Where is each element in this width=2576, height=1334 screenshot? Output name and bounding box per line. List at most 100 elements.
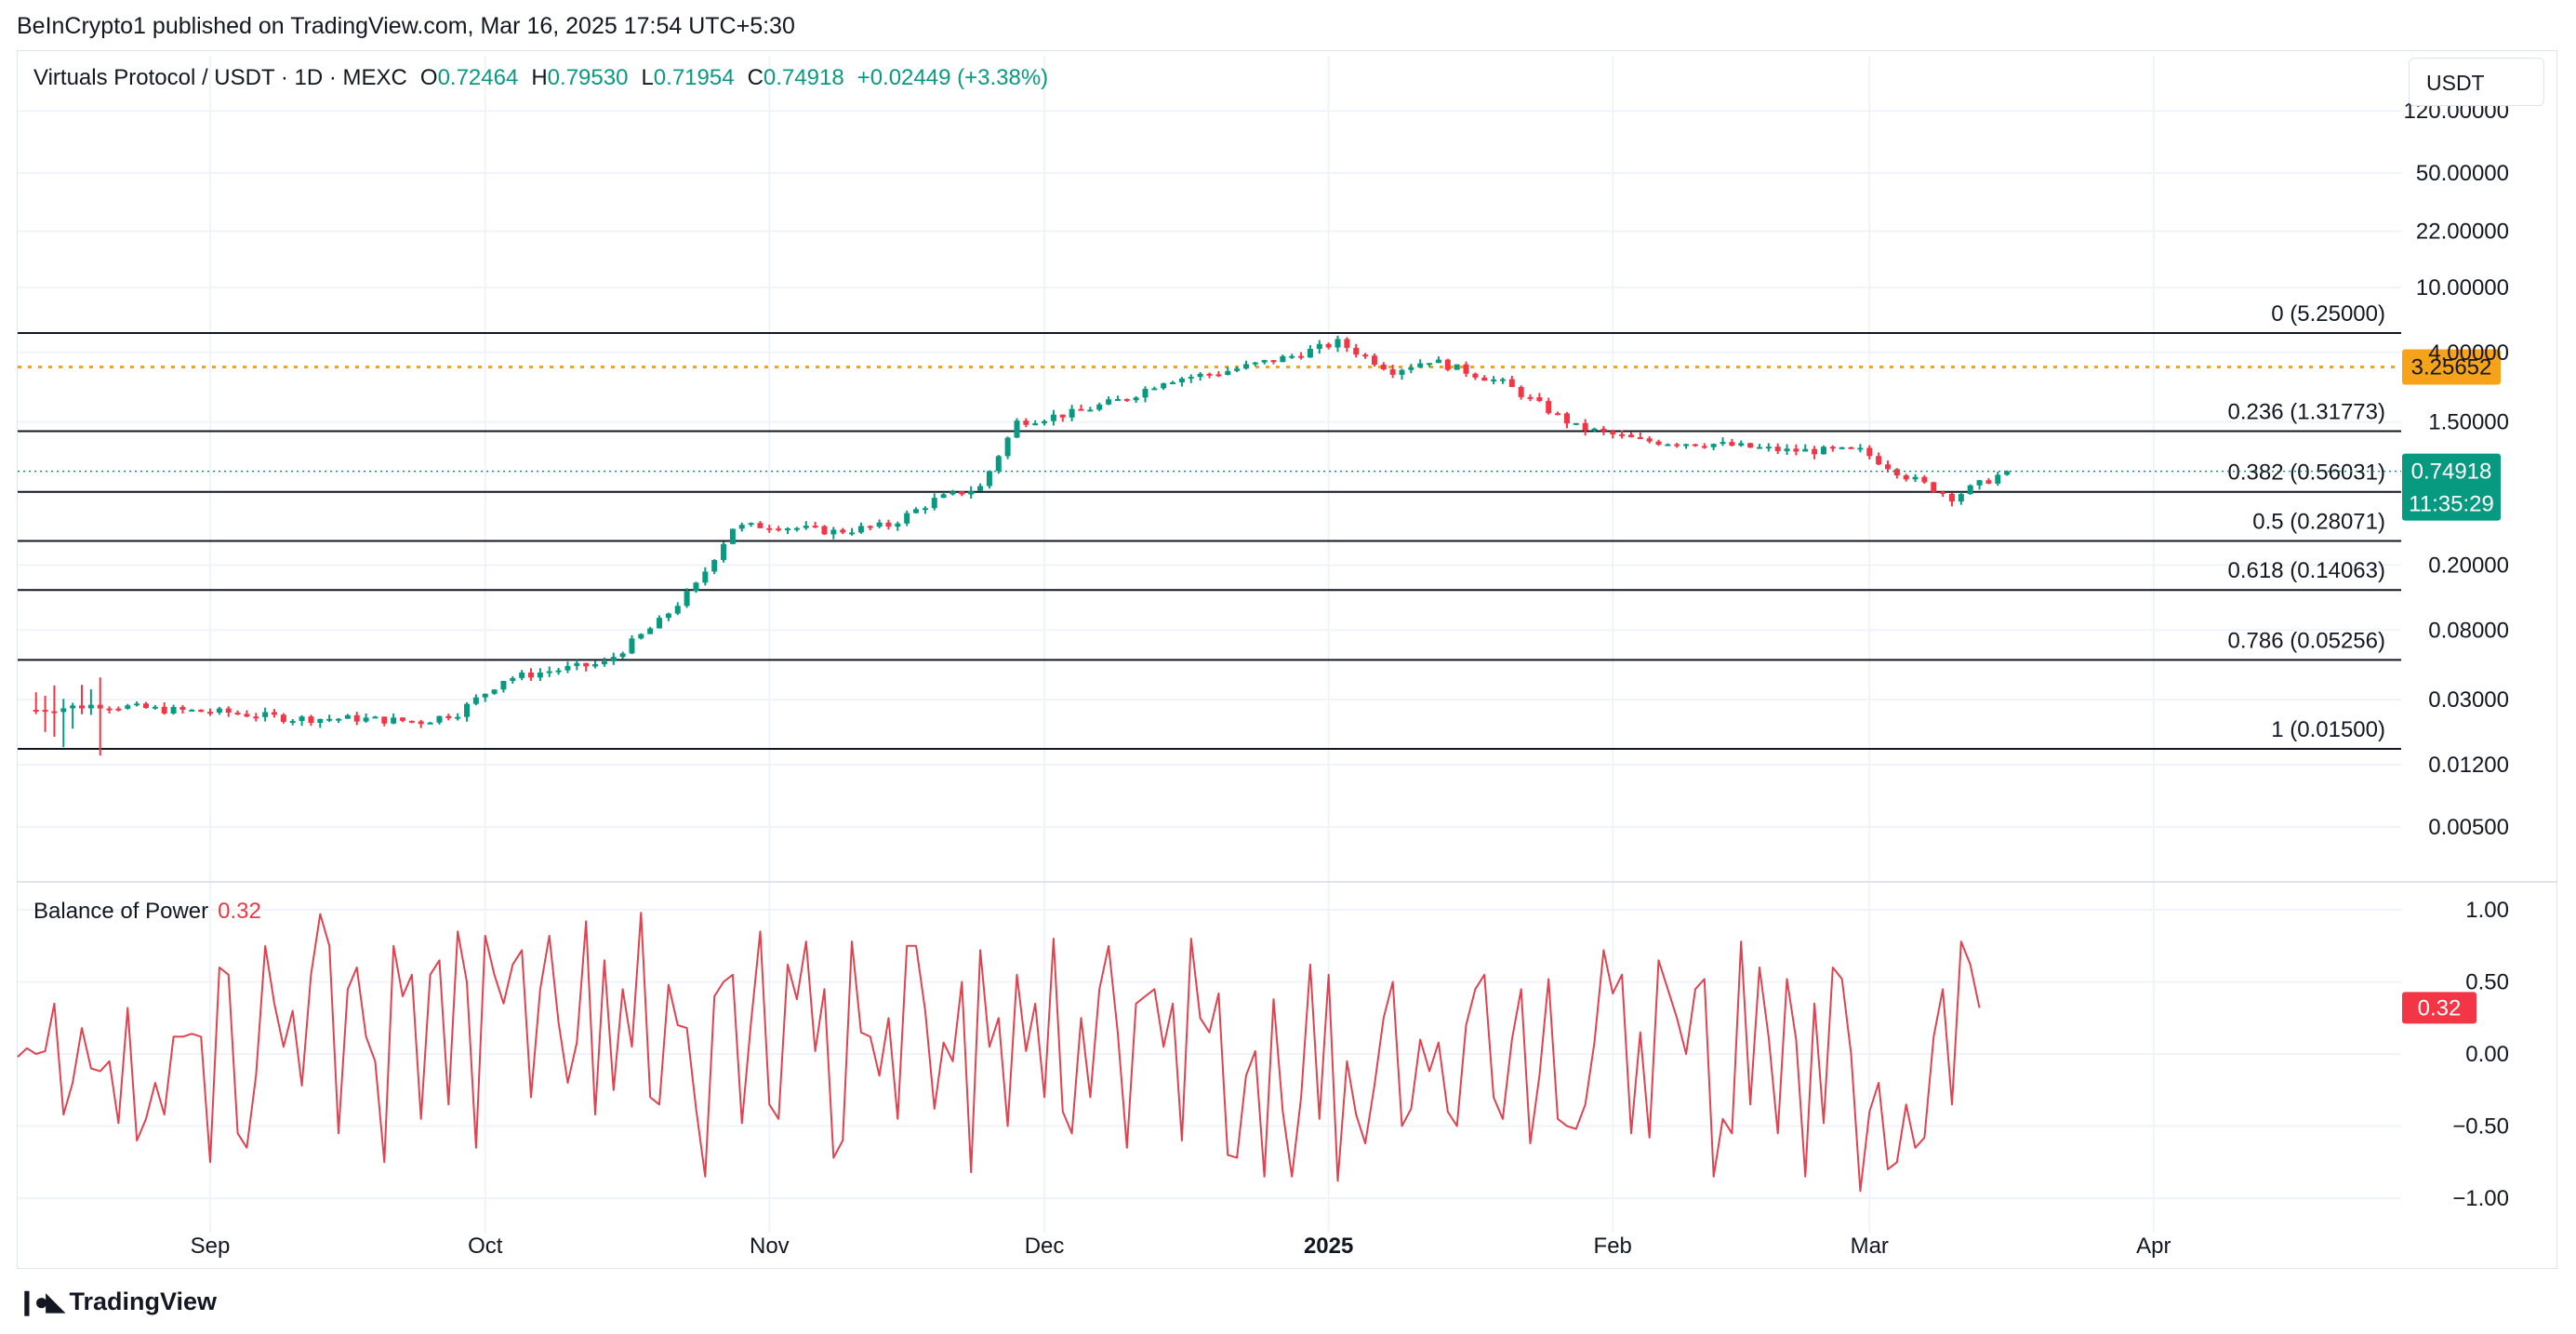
candle-down <box>400 717 406 721</box>
candle-down <box>1921 476 1928 483</box>
candle-up <box>1225 370 1231 375</box>
candle-up <box>500 680 507 690</box>
fib-level-label: 0 (5.25000) <box>2271 301 2385 327</box>
candle-up <box>1307 349 1313 358</box>
candle-up <box>1042 420 1048 424</box>
candle-up <box>1014 420 1020 438</box>
candle-up <box>657 618 663 629</box>
candle-down <box>381 716 388 724</box>
candle-down <box>207 712 214 714</box>
candle-up <box>391 717 397 724</box>
candle-down <box>1206 373 1213 376</box>
candle-down <box>244 714 250 717</box>
candle-down <box>418 721 424 725</box>
candle-up <box>1142 389 1149 398</box>
candle-down <box>1527 396 1534 399</box>
candle-down <box>1866 447 1873 457</box>
candle-up <box>262 712 269 717</box>
candle-down <box>776 528 782 531</box>
bop-axis: 1.00 0.50 0.00 −0.50 −1.00 <box>2452 898 2509 1211</box>
candle-up <box>519 672 525 678</box>
y-tick-label: 0.08000 <box>2428 618 2509 643</box>
candle-down <box>1536 397 1543 402</box>
candle-up <box>87 704 94 709</box>
candle-up <box>1234 368 1241 371</box>
candle-up <box>1958 494 1964 502</box>
candle-down <box>115 708 122 711</box>
candle-down <box>1793 448 1799 452</box>
high-label: H <box>531 65 548 90</box>
candle-up <box>1087 409 1094 412</box>
candle-down <box>353 714 360 722</box>
fib-level-label: 0.236 (1.31773) <box>2228 399 2385 424</box>
candle-down <box>1627 434 1634 438</box>
bop-legend: Balance of Power 0.32 <box>33 899 261 925</box>
candle-down <box>1829 447 1836 449</box>
candle-up <box>326 718 333 721</box>
fib-retracement: 0 (5.25000) 0.236 (1.31773) 0.382 (0.56031… <box>18 301 2401 750</box>
x-tick-label: Sep <box>191 1234 231 1259</box>
candle-up <box>1096 404 1103 410</box>
candle-down <box>1931 482 1937 492</box>
bop-line <box>17 912 1981 1193</box>
grid <box>18 56 2401 1233</box>
candle-up <box>1133 397 1139 401</box>
fib-level-label: 1 (0.01500) <box>2271 717 2385 742</box>
candle-down <box>821 526 828 535</box>
currency-button[interactable]: USDT <box>2409 58 2544 106</box>
candle-up <box>60 708 67 713</box>
candle-down <box>79 705 86 709</box>
candle-up <box>857 526 864 533</box>
candle-down <box>272 712 278 715</box>
candle-up <box>1408 367 1414 370</box>
candle-down <box>33 710 39 713</box>
candle-up <box>216 708 222 713</box>
bop-tick-label: −1.00 <box>2452 1186 2509 1211</box>
candles <box>33 335 2011 756</box>
candle-up <box>464 703 471 717</box>
candle-down <box>583 662 590 667</box>
candle-up <box>1050 414 1056 421</box>
x-tick-label: Feb <box>1594 1234 1632 1259</box>
candle-down <box>1371 355 1377 365</box>
candle-down <box>766 527 773 530</box>
y-tick-label: 10.00000 <box>2416 275 2509 300</box>
bop-current-value: 0.32 <box>218 899 261 924</box>
candle-down <box>179 707 186 710</box>
time-axis: Sep Oct Nov Dec 2025 Feb Mar Apr <box>191 1234 2171 1259</box>
candle-down <box>1078 408 1084 411</box>
price-axis: 120.0000050.0000022.0000010.000004.00000… <box>2404 99 2509 840</box>
candle-down <box>1546 401 1552 414</box>
candle-up <box>1784 448 1790 451</box>
candle-up <box>986 471 992 487</box>
candle-up <box>904 513 910 524</box>
candle-up <box>1820 447 1826 455</box>
candle-up <box>1591 428 1598 431</box>
footer-brand[interactable]: ❙●◣ TradingView <box>17 1287 217 1316</box>
candle-up <box>1316 343 1322 350</box>
symbol-title: Virtuals Protocol / USDT · 1D · MEXC <box>33 65 407 90</box>
candle-up <box>1106 399 1112 405</box>
candle-down <box>1059 414 1066 418</box>
candle-up <box>803 526 809 528</box>
candle-down <box>445 715 452 719</box>
candle-up <box>1334 339 1341 348</box>
bop-title: Balance of Power <box>33 899 209 924</box>
candle-up <box>1912 476 1919 480</box>
candle-down <box>1563 413 1570 424</box>
candle-up <box>895 523 901 527</box>
candle-down <box>198 709 205 713</box>
bop-series: 0.32 <box>17 912 2476 1193</box>
candle-up <box>968 490 975 495</box>
candle-up <box>1756 447 1762 449</box>
y-tick-label: 0.01200 <box>2428 753 2509 778</box>
candle-down <box>1344 339 1350 348</box>
candle-up <box>702 571 709 583</box>
tradingview-logo-icon: ❙●◣ <box>17 1287 65 1315</box>
candle-up <box>647 628 654 634</box>
candle-down <box>812 526 818 528</box>
candle-up <box>1665 444 1671 447</box>
candle-down <box>1701 446 1707 448</box>
candle-down <box>1610 431 1616 434</box>
